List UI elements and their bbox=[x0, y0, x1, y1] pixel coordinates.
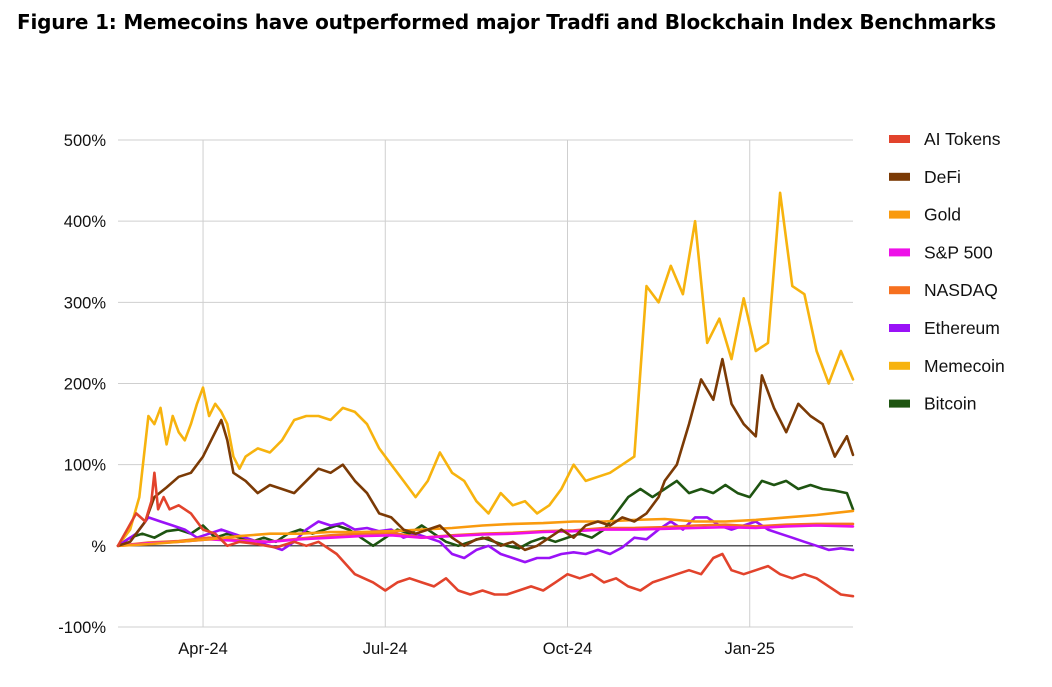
y-tick-label: 400% bbox=[64, 213, 107, 231]
series-line-sandp-500 bbox=[116, 524, 855, 548]
legend-label: Gold bbox=[924, 205, 961, 225]
series-line-memecoin bbox=[116, 191, 855, 548]
legend-swatch bbox=[889, 399, 910, 408]
legend-item-bitcoin: Bitcoin bbox=[889, 394, 977, 414]
legend-label: Bitcoin bbox=[924, 394, 977, 414]
x-tick-label: Jul-24 bbox=[363, 640, 408, 658]
legend-swatch bbox=[889, 248, 910, 257]
legend-label: S&P 500 bbox=[924, 242, 993, 262]
y-tick-label: -100% bbox=[58, 619, 106, 637]
legend-item-memecoin: Memecoin bbox=[889, 356, 1005, 376]
legend-swatch bbox=[889, 210, 910, 219]
x-tick-label: Oct-24 bbox=[543, 640, 593, 658]
gridlines bbox=[118, 139, 853, 628]
legend-item-ai-tokens: AI Tokens bbox=[889, 129, 1001, 149]
legend-swatch bbox=[889, 135, 910, 143]
y-tick-label: 100% bbox=[64, 457, 107, 475]
y-tick-label: 200% bbox=[64, 376, 107, 394]
legend-item-ethereum: Ethereum bbox=[889, 318, 1000, 338]
y-tick-label: 300% bbox=[64, 294, 107, 312]
y-axis-ticks: 500% 400% 300% 200% 100%% -100% bbox=[58, 132, 106, 637]
legend-item-gold: Gold bbox=[889, 205, 961, 225]
legend-swatch bbox=[889, 324, 910, 332]
series-line-ethereum bbox=[116, 516, 855, 564]
x-tick-label: Apr-24 bbox=[178, 640, 228, 658]
legend: AI Tokens DeFi Gold S&P 500 NASDAQ Ethereum Me… bbox=[889, 129, 1005, 414]
x-axis-ticks: Apr-24 Jul-24 Oct-24 Jan-25 bbox=[178, 640, 775, 658]
series-lines bbox=[116, 191, 855, 598]
legend-item-sandp-500: S&P 500 bbox=[889, 242, 993, 262]
series-line-defi bbox=[116, 357, 855, 552]
legend-label: Ethereum bbox=[924, 318, 1000, 338]
legend-label: NASDAQ bbox=[924, 280, 998, 300]
legend-swatch bbox=[889, 286, 910, 295]
legend-label: DeFi bbox=[924, 167, 961, 187]
legend-label: AI Tokens bbox=[924, 129, 1001, 149]
x-tick-label: Jan-25 bbox=[725, 640, 775, 658]
legend-swatch bbox=[889, 172, 910, 181]
y-tick-label: 500% bbox=[64, 132, 107, 150]
legend-item-defi: DeFi bbox=[889, 167, 961, 187]
chart-title: Figure 1: Memecoins have outperformed ma… bbox=[17, 10, 996, 34]
legend-label: Memecoin bbox=[924, 356, 1005, 376]
series-line-gold bbox=[116, 509, 855, 548]
series-line-bitcoin bbox=[116, 479, 855, 550]
y-tick-label: % bbox=[91, 538, 106, 556]
series-line-ai-tokens bbox=[116, 471, 855, 598]
legend-swatch bbox=[889, 361, 910, 370]
legend-item-nasdaq: NASDAQ bbox=[889, 280, 998, 300]
